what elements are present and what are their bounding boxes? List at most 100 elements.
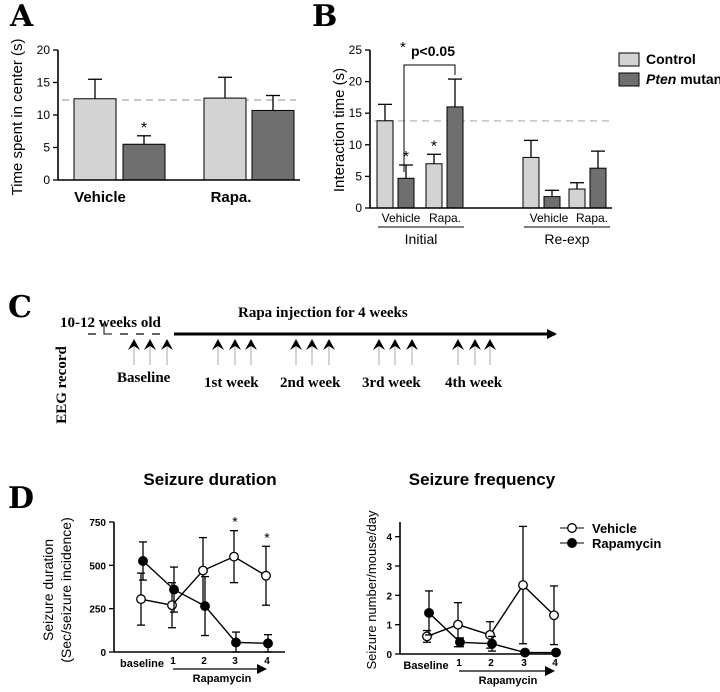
d2-rapamycin-point (487, 638, 497, 649)
panel-b-bar-mutant-0 (397, 177, 415, 209)
panel-a-bar-mutant-1 (251, 109, 295, 181)
eeg-arrow-head (245, 339, 257, 350)
panel-b-group-label-reexp-vehicle: Vehicle (530, 211, 569, 225)
d1-x-label-1: 1 (170, 656, 176, 667)
panel-b-section-reexp: Re-exp (544, 231, 589, 247)
panel-b-significance-bracket (403, 64, 456, 172)
panel-b-y-ticks: 0 5 10 15 20 25 (349, 43, 370, 215)
d1-y-tick-label: 250 (89, 605, 106, 616)
panel-a-bar-mutant-0 (122, 143, 166, 181)
rapa-injection-label: Rapa injection for 4 weeks (238, 305, 408, 321)
panel-b-group-label-initial-vehicle: Vehicle (382, 211, 421, 225)
d1-rapamycin-point (138, 556, 148, 566)
d1-y-tick-label: 500 (89, 561, 106, 572)
d1-y-label-line1: Seizure duration (40, 539, 56, 641)
d2-title: Seizure frequency (409, 470, 556, 489)
panel-b-group-label-initial-rapa: Rapa. (429, 211, 461, 225)
panel-a-group-label-rapa: Rapa. (211, 189, 252, 206)
legend-swatch-mutant (618, 72, 640, 87)
eeg-record-label: EEG record (54, 346, 70, 424)
panel-label-a: A (9, 0, 34, 34)
panel-a-bar-control-1 (203, 97, 247, 181)
d2-vehicle-point (485, 629, 495, 640)
panel-label-b: B (312, 0, 337, 34)
d2-rapamycin-point (455, 637, 465, 648)
panel-b-bar-mutant-3 (589, 167, 607, 209)
d2-y-label: Seizure number/mouse/day (364, 510, 379, 669)
eeg-arrow-head (406, 339, 418, 350)
d2-vehicle-point (518, 580, 528, 591)
d1-x-label-baseline: baseline (120, 658, 164, 670)
d2-marks (422, 525, 561, 658)
eeg-arrow-head (161, 339, 173, 350)
d2-x-label-4: 4 (552, 658, 558, 669)
panel-a-bar-mutant-0-significance: * (141, 120, 147, 137)
panel-c-timeline: 10-12 weeks old Rapa injection for 4 wee… (54, 305, 557, 424)
d2-rapamycin-label: Rapamycin (479, 675, 538, 687)
panel-a-chart: * 0 5 10 15 20 Vehicle Rapa. Time spent in c… (9, 39, 300, 206)
period-label-baseline: Baseline (117, 370, 171, 386)
period-label-week2: 2nd week (280, 375, 341, 391)
d1-vehicle-point (198, 565, 208, 576)
d1-significance: * (264, 529, 270, 545)
d2-x-label-2: 2 (488, 658, 494, 669)
d1-vehicle-point (261, 570, 271, 581)
panel-a-y-label: Time spent in center (s) (9, 39, 26, 196)
d1-significance: * (232, 514, 238, 530)
eeg-arrow-head (389, 339, 401, 350)
d1-x-label-3: 3 (232, 656, 238, 667)
d2-x-label-baseline: Baseline (403, 660, 448, 672)
panel-b-bar-mutant-2 (543, 196, 561, 209)
panel-label-c: C (8, 290, 32, 325)
d2-rapamycin-point (551, 647, 561, 658)
d1-x-label-4: 4 (264, 656, 270, 667)
panel-b-y-label: Interaction time (s) (331, 68, 348, 192)
legend-label-mutant: Pten mutant (646, 71, 720, 87)
panel-b-bar-control-0 (376, 120, 394, 209)
d1-y-label-line2: (Sec/seizure incidence) (58, 517, 74, 663)
eeg-arrow-head (484, 339, 496, 350)
eeg-arrow-head (323, 339, 335, 350)
panel-a-y-tick-label: 10 (37, 108, 51, 122)
d1-y-tick-label: 750 (89, 518, 106, 529)
d1-rapamycin-point (200, 601, 210, 612)
d1-y-ticks: 0 250 500 750 (89, 518, 114, 659)
panel-b-y-tick-label: 0 (355, 201, 362, 215)
panel-a-y-ticks: 0 5 10 15 20 (37, 43, 58, 187)
legend-label-vehicle: Vehicle (592, 521, 637, 536)
panel-b-bracket-star: * (400, 39, 406, 56)
timeline-start-marker (103, 324, 112, 335)
panel-a-y-tick-label: 5 (43, 141, 50, 155)
d1-rapamycin-label: Rapamycin (193, 673, 252, 685)
panel-label-d: D (8, 481, 34, 516)
panel-b-y-tick-label: 15 (349, 106, 363, 120)
panel-b-group-label-reexp-rapa: Rapa. (576, 211, 608, 225)
d1-rapamycin-point (231, 637, 241, 648)
eeg-arrow-markers (128, 339, 496, 365)
d2-vehicle-point (549, 610, 559, 621)
panel-a-group-label-vehicle: Vehicle (74, 189, 126, 206)
eeg-arrow-head (128, 339, 140, 350)
d1-x-label-2: 2 (201, 656, 207, 667)
legend-label-rapamycin: Rapamycin (592, 536, 661, 551)
panel-b-bar-control-3 (568, 188, 586, 209)
eeg-arrow-head (144, 339, 156, 350)
period-label-week1: 1st week (204, 375, 259, 391)
d2-y-tick-label: 2 (386, 591, 392, 602)
panel-b-y-tick-label: 20 (349, 75, 363, 89)
d2-vehicle-point (453, 619, 463, 630)
legend-label-control: Control (646, 51, 696, 67)
d2-y-tick-label: 3 (386, 562, 392, 573)
d2-x-label-1: 1 (456, 658, 462, 669)
panel-b-bar-control-1 (425, 163, 443, 209)
panel-b-y-tick-label: 10 (349, 138, 363, 152)
period-label-week4: 4th week (445, 375, 503, 391)
d2-y-tick-label: 4 (386, 533, 392, 544)
eeg-arrow-head (306, 339, 318, 350)
period-label-week3: 3rd week (362, 375, 421, 391)
panel-b-bar-mutant-1 (446, 106, 464, 209)
panel-b-marks: ** (374, 78, 610, 209)
d1-title: Seizure duration (143, 470, 276, 489)
